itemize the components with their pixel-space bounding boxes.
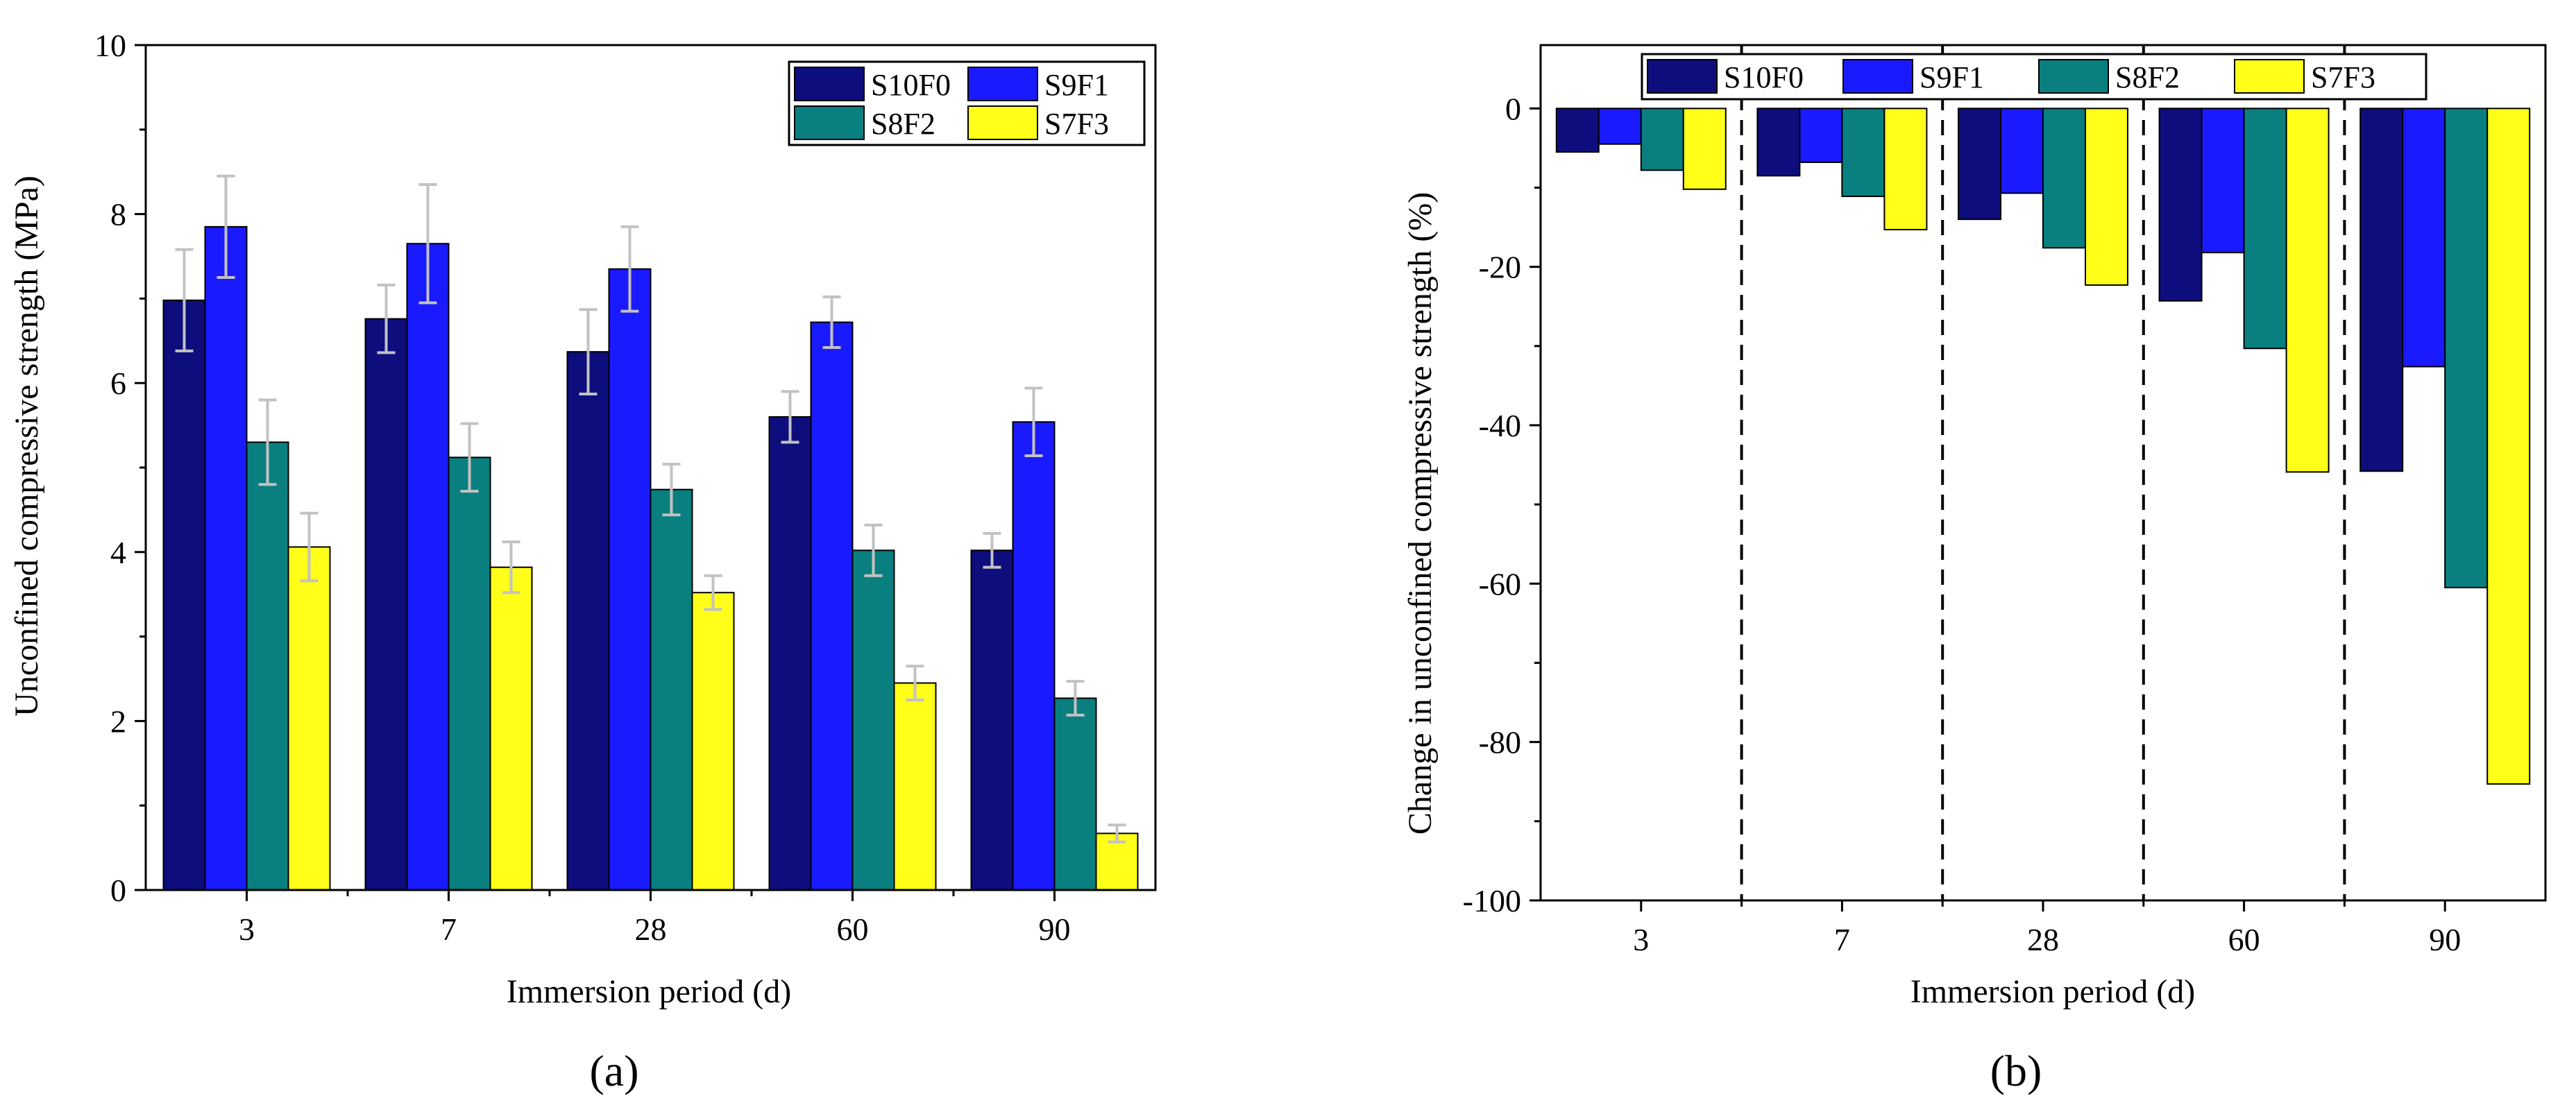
a-legend-swatch-s8f2 (794, 105, 865, 140)
b-bar-s7f3-28 (2085, 108, 2128, 286)
b-ytick-label: -60 (1479, 566, 1521, 601)
a-bar-s9f1-7 (406, 243, 450, 891)
a-bar-s10f0-28 (566, 351, 610, 891)
a-bar-s9f1-3 (204, 225, 248, 891)
a-bar-s9f1-90 (1012, 421, 1056, 891)
a-legend-swatch-s9f1 (967, 67, 1038, 101)
a-bar-s8f2-90 (1053, 697, 1097, 891)
b-xtick-label: 90 (2429, 922, 2461, 957)
panel-b-label: (b) (1990, 1046, 2042, 1095)
chart-b: 0 -20 -40 -60 -80 -100 3 7 28 60 90 S10F0 S9F1 S8F2 S7… (1463, 44, 2547, 957)
a-legend-label-s7f3: S7F3 (1044, 107, 1109, 141)
b-bar-s9f1-28 (2000, 108, 2044, 194)
b-legend-label-s8f2: S8F2 (2115, 60, 2180, 94)
a-legend-label-s9f1: S9F1 (1044, 68, 1109, 102)
b-ytick-label: -80 (1479, 725, 1521, 760)
b-legend-swatch-s7f3 (2234, 59, 2305, 94)
a-xtick-label: 28 (635, 912, 667, 947)
b-bar-s10f0-28 (1958, 108, 2001, 221)
b-legend-label-s9f1: S9F1 (1920, 60, 1984, 94)
b-legend-swatch-s9f1 (1842, 59, 1913, 94)
a-ytick-label: 2 (110, 703, 126, 739)
a-bar-s10f0-60 (768, 416, 812, 891)
b-bar-s9f1-3 (1598, 108, 1642, 145)
chart-a: 0 2 4 6 8 10 3 7 28 60 90 S10F0 S9F1 S8F2 S7F3 (94, 28, 1157, 947)
a-xtick-label: 60 (837, 912, 869, 947)
a-ytick-label: 4 (110, 535, 126, 570)
b-bar-s7f3-60 (2285, 108, 2330, 473)
b-bar-s8f2-90 (2444, 108, 2489, 589)
b-bar-s8f2-60 (2243, 108, 2287, 350)
a-xtick-label: 90 (1039, 912, 1071, 947)
a-xtick-label: 3 (239, 912, 255, 947)
b-bar-s7f3-7 (1883, 108, 1928, 231)
a-bar-s8f2-28 (650, 488, 693, 891)
b-bar-s7f3-3 (1682, 108, 1727, 190)
b-ytick-label: -40 (1479, 408, 1521, 443)
a-legend-swatch-s7f3 (967, 105, 1038, 140)
b-legend-swatch-s10f0 (1647, 59, 1718, 94)
b-bar-s10f0-60 (2158, 108, 2203, 302)
b-bar-s9f1-7 (1799, 108, 1843, 163)
a-legend-label-s10f0: S10F0 (871, 68, 951, 102)
panel-a-label: (a) (589, 1046, 638, 1095)
b-xtick-label: 7 (1834, 922, 1850, 957)
b-bar-s9f1-60 (2201, 108, 2245, 254)
b-xtick-label: 60 (2228, 922, 2260, 957)
a-bar-s10f0-7 (364, 318, 408, 891)
a-bar-s10f0-90 (970, 549, 1014, 891)
a-legend-swatch-s10f0 (794, 67, 865, 101)
panel-b-ylabel: Change in unconfined compressive strengt… (1402, 192, 1439, 835)
a-bar-s8f2-7 (448, 456, 491, 891)
a-ytick-label: 0 (110, 873, 126, 908)
b-xtick-label: 28 (2027, 922, 2059, 957)
a-ytick-label: 6 (110, 366, 126, 401)
a-xtick-label: 7 (441, 912, 457, 947)
a-bar-s7f3-28 (691, 592, 735, 891)
b-bar-s10f0-90 (2359, 108, 2404, 472)
a-bar-s8f2-3 (246, 441, 289, 891)
b-bar-s8f2-3 (1640, 108, 1684, 171)
a-bar-s8f2-60 (851, 549, 895, 891)
b-ytick-label: -100 (1463, 883, 1521, 918)
panel-a-xlabel: Immersion period (d) (507, 973, 792, 1010)
b-ytick-label: 0 (1505, 91, 1521, 126)
b-bar-s8f2-28 (2042, 108, 2086, 249)
b-legend-swatch-s8f2 (2038, 59, 2109, 94)
b-legend-label-s10f0: S10F0 (1724, 60, 1804, 94)
panel-a-ylabel: Unconfined compressive strength (MPa) (8, 176, 45, 717)
a-ytick-label: 10 (94, 28, 126, 63)
a-bar-s9f1-28 (608, 268, 652, 891)
b-bar-s7f3-90 (2486, 108, 2531, 785)
b-bar-s10f0-7 (1756, 108, 1801, 177)
a-bar-s7f3-7 (489, 566, 533, 891)
a-ytick-label: 8 (110, 197, 126, 232)
b-bar-s8f2-7 (1841, 108, 1886, 198)
b-ytick-label: -20 (1479, 250, 1521, 285)
a-legend-label-s8f2: S8F2 (871, 107, 935, 141)
a-bar-s9f1-60 (810, 321, 854, 891)
b-xtick-label: 3 (1633, 922, 1649, 957)
a-bar-s7f3-60 (893, 682, 937, 891)
panel-b-xlabel: Immersion period (d) (1910, 973, 2196, 1010)
a-bar-s10f0-3 (162, 299, 206, 891)
b-bar-s9f1-90 (2402, 108, 2446, 368)
b-legend-label-s7f3: S7F3 (2311, 60, 2375, 94)
b-bar-s10f0-3 (1555, 108, 1600, 153)
a-bar-s7f3-3 (287, 546, 331, 891)
